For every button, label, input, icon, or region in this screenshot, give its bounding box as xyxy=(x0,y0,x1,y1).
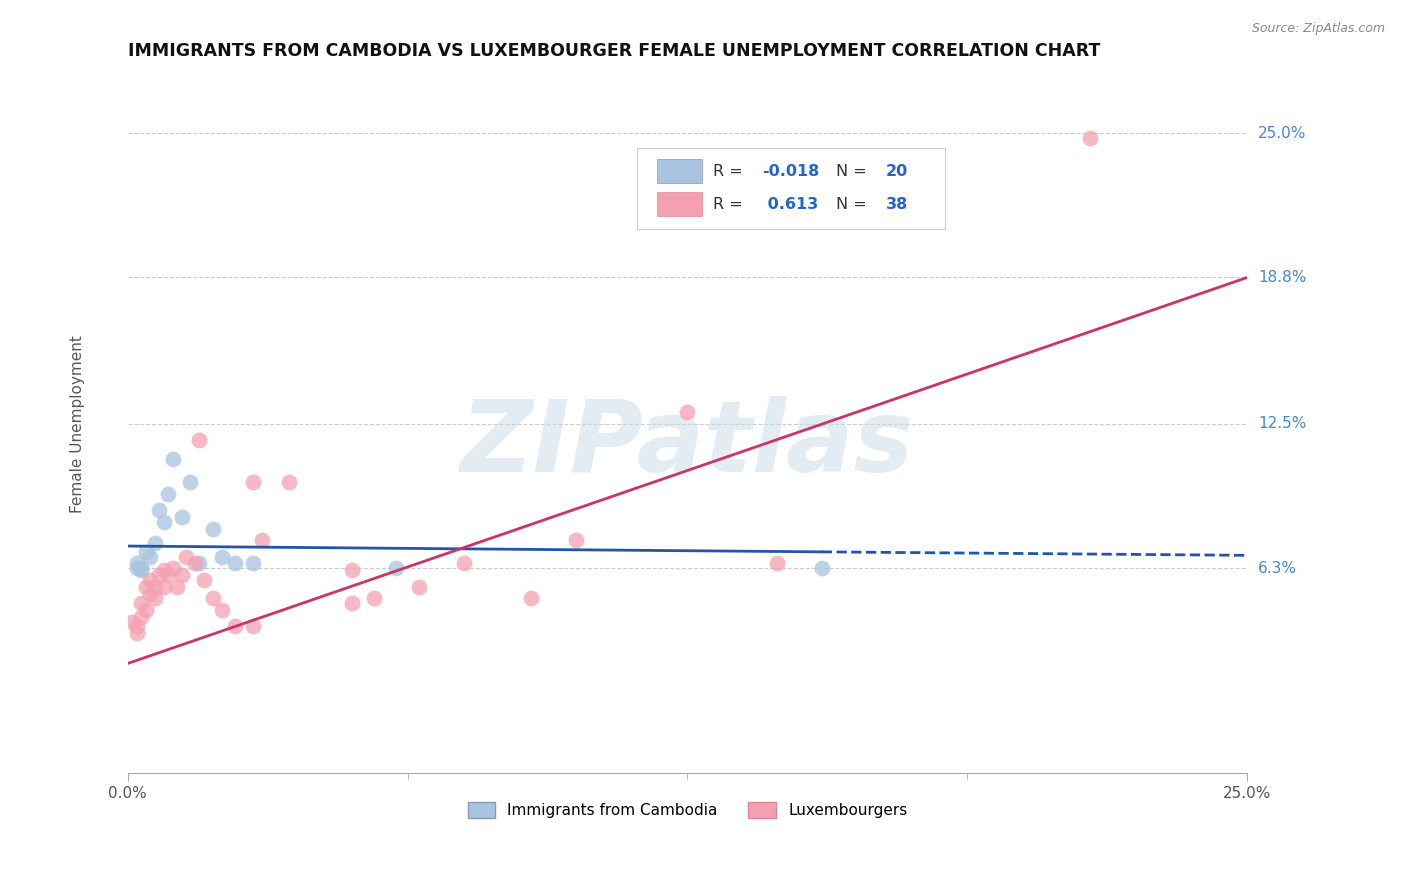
Text: IMMIGRANTS FROM CAMBODIA VS LUXEMBOURGER FEMALE UNEMPLOYMENT CORRELATION CHART: IMMIGRANTS FROM CAMBODIA VS LUXEMBOURGER… xyxy=(128,42,1099,60)
Text: R =: R = xyxy=(713,197,748,211)
Text: 20: 20 xyxy=(886,164,908,179)
Point xyxy=(170,568,193,582)
Point xyxy=(408,580,430,594)
Text: Female Unemployment: Female Unemployment xyxy=(70,335,84,513)
Point xyxy=(157,568,180,582)
Point xyxy=(143,535,166,549)
Point xyxy=(519,591,541,606)
Point xyxy=(224,557,246,571)
Point xyxy=(129,610,152,624)
Point xyxy=(148,503,170,517)
Point xyxy=(201,591,224,606)
Text: Source: ZipAtlas.com: Source: ZipAtlas.com xyxy=(1251,22,1385,36)
Point xyxy=(139,573,162,587)
Point xyxy=(162,451,184,466)
Point xyxy=(148,568,170,582)
Point xyxy=(135,580,157,594)
Text: N =: N = xyxy=(837,197,872,211)
Text: 0.613: 0.613 xyxy=(762,197,818,211)
Text: R =: R = xyxy=(713,164,748,179)
Point xyxy=(152,515,174,529)
Point xyxy=(125,561,148,575)
Point xyxy=(152,580,174,594)
Text: 6.3%: 6.3% xyxy=(1258,561,1298,575)
Point xyxy=(242,475,264,489)
Point xyxy=(125,619,148,633)
Point xyxy=(125,626,148,640)
Point xyxy=(152,564,174,578)
Point xyxy=(766,557,789,571)
Point xyxy=(211,549,233,564)
Point xyxy=(129,564,152,578)
Point xyxy=(129,561,152,575)
Text: 18.8%: 18.8% xyxy=(1258,270,1306,285)
Legend: Immigrants from Cambodia, Luxembourgers: Immigrants from Cambodia, Luxembourgers xyxy=(461,797,914,824)
Point xyxy=(193,573,215,587)
Point xyxy=(179,475,201,489)
Text: N =: N = xyxy=(837,164,872,179)
Text: -0.018: -0.018 xyxy=(762,164,820,179)
Bar xyxy=(657,192,702,216)
Point xyxy=(170,510,193,524)
Point xyxy=(340,564,363,578)
Point xyxy=(810,561,832,575)
Point xyxy=(121,615,143,629)
Point xyxy=(166,580,188,594)
Point xyxy=(1080,131,1102,145)
Point xyxy=(143,580,166,594)
Point xyxy=(224,619,246,633)
Bar xyxy=(657,159,702,184)
Point xyxy=(676,405,699,419)
Point xyxy=(135,545,157,559)
Point xyxy=(139,587,162,601)
Point xyxy=(143,591,166,606)
Point xyxy=(564,533,586,548)
Point xyxy=(184,557,207,571)
Point xyxy=(188,434,211,448)
Point xyxy=(211,603,233,617)
Point xyxy=(188,557,211,571)
Point xyxy=(340,596,363,610)
Point xyxy=(174,549,197,564)
Point xyxy=(157,487,180,501)
Point xyxy=(242,557,264,571)
Point xyxy=(135,603,157,617)
Point xyxy=(242,619,264,633)
Point xyxy=(385,561,408,575)
Point xyxy=(139,549,162,564)
Point xyxy=(125,557,148,571)
Text: 12.5%: 12.5% xyxy=(1258,417,1306,432)
Point xyxy=(201,522,224,536)
Point xyxy=(162,561,184,575)
Text: 38: 38 xyxy=(886,197,908,211)
Point xyxy=(278,475,301,489)
Point xyxy=(250,533,273,548)
Text: ZIPatlas: ZIPatlas xyxy=(461,396,914,493)
Point xyxy=(453,557,475,571)
Bar xyxy=(637,148,945,228)
Point xyxy=(129,596,152,610)
Text: 25.0%: 25.0% xyxy=(1258,126,1306,141)
Point xyxy=(363,591,385,606)
